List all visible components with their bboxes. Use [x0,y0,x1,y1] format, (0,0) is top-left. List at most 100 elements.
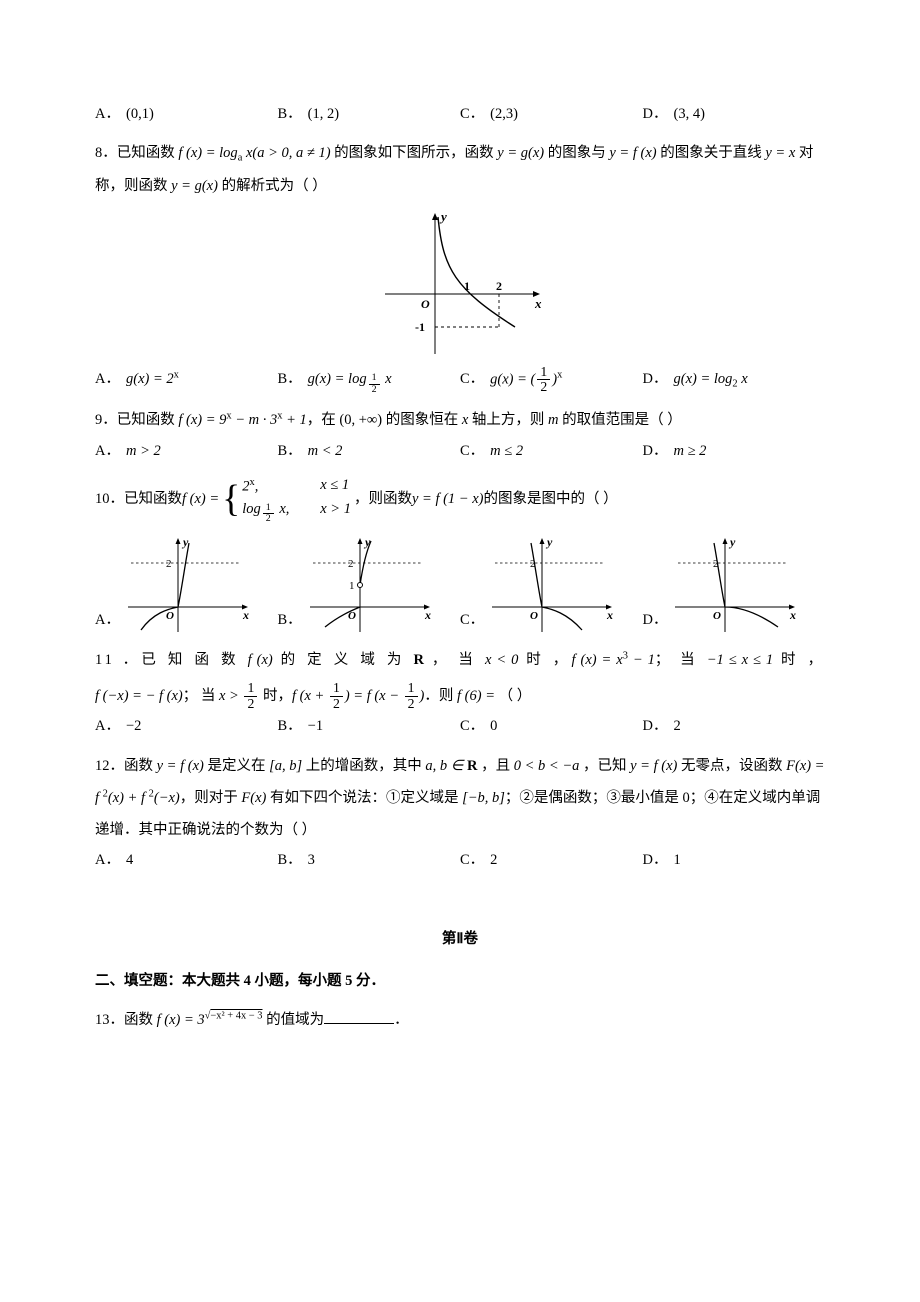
q10-r2fn: 1 [263,503,274,513]
q10-r2po: x, [276,501,290,517]
q10-num: 10． [95,484,124,516]
svg-text:O: O [530,610,538,622]
q12c: 2 [490,846,497,874]
svg-text:y: y [439,209,447,224]
q11-hn1: 1 [244,681,257,695]
q13-blank [324,1010,394,1025]
svg-text:1: 1 [464,279,470,293]
q13-pre: f (x) = 3 [157,1012,205,1028]
q11-l2a: f (−x) = − f (x) [95,688,183,704]
q8-t6: 的解析式为（ ） [218,178,327,194]
svg-text:2: 2 [496,279,502,293]
q9-option-a: A．m > 2 [95,437,278,465]
q12-Fxt: (−x) [154,790,180,806]
svg-text:x: x [606,608,613,622]
q10-piecewise: { 2x,x ≤ 1 log12 x,x > 1 [222,475,351,525]
q8a-sup: x [174,369,179,380]
q12-stem: 12．函数 y = f (x) 是定义在 [a, b] 上的增函数，其中 a, … [95,751,825,847]
q12-t3: 上的增函数，其中 [302,758,425,774]
q8-option-b: B．g(x) = log12 x [278,365,461,395]
q11-t2: 的 定 义 域 为 [273,652,414,668]
q10-graphs: A．2Oxy B．2Oxy1 C．2Oxy D．2Oxy [95,535,825,635]
q12-R: R [467,758,477,774]
q11-option-c: C．0 [460,712,643,740]
q10-graph-d: D．2Oxy [643,535,826,635]
svg-text:x: x [424,608,431,622]
q10-stem: 10．已知函数 f (x) = { 2x,x ≤ 1 log12 x,x > 1… [95,475,825,525]
q11c: 0 [490,712,497,740]
q10-t3: 的图象是图中的（ ） [484,484,618,516]
q9c: m ≤ 2 [490,437,523,465]
q7-a-text: (0,1) [126,100,154,128]
q11-t5: ； 当 [655,652,707,668]
q12-cond: 0 < b < −a [514,758,580,774]
q9-stem: 9．已知函数 f (x) = 9x − m · 3x + 1，在 (0, +∞)… [95,405,825,437]
q11-hn3: 1 [405,681,418,695]
q9-t2: ，在 [307,412,340,428]
q8-graph-svg: O x y 1 2 -1 [375,209,545,359]
q13-t1: 函数 [124,1012,157,1028]
svg-text:x: x [789,608,796,622]
q11-t6: 时 ， [773,652,825,668]
q7-c-text: (2,3) [490,100,518,128]
q12-option-b: B．3 [278,846,461,874]
q8-fx-tail: x(a > 0, a ≠ 1) [242,145,330,161]
q12-t1: 函数 [124,758,157,774]
q9-m: m [548,412,558,428]
q11-em: ) = f (x − [345,688,403,704]
q11-e1b: − 1 [628,652,655,668]
q9-t1: 已知函数 [117,412,179,428]
q11-hd1: 2 [244,696,257,711]
q8-t4: 的图象关于直线 [657,145,766,161]
q8c-fn: 1 [537,365,550,379]
q8b-tail: x [382,371,392,387]
q10-fx: f (x) = [182,484,219,516]
section-2-title: 第Ⅱ卷 [95,925,825,953]
q11-t10: （ ） [495,688,531,704]
q9-num: 9． [95,412,117,428]
q11-t9: ．则 [424,688,457,704]
q11-num: 11 ． [95,652,141,668]
q8-t2: 的图象如下图所示，函数 [331,145,498,161]
q7-option-d: D．(3, 4) [643,100,826,128]
q12b: 3 [308,846,315,874]
q7-option-b: B．(1, 2) [278,100,461,128]
q8-yg: y = g(x) [497,145,544,161]
q12-Fx2: F(x) [241,790,266,806]
q12-abR: a, b ∈ [425,758,467,774]
q8-t3: 的图象与 [544,145,609,161]
svg-text:x: x [534,296,542,311]
svg-text:x: x [242,608,249,622]
q12-t8: 有如下四个说法：①定义域是 [266,790,462,806]
q8-yf: y = f (x) [609,145,656,161]
q7-option-a: A．(0,1) [95,100,278,128]
q10-r2b: x > 1 [320,499,351,525]
q11-ep: f (x + [292,688,328,704]
svg-text:y: y [728,535,736,549]
q9-t5: 的取值范围是（ ） [559,412,682,428]
q11d: 2 [673,712,680,740]
svg-text:O: O [166,610,174,622]
q11-t3: ， 当 [424,652,485,668]
q7-b-text: (1, 2) [308,100,339,128]
q10-r2p: log [242,501,261,517]
svg-text:2: 2 [166,558,172,570]
svg-text:-1: -1 [415,320,425,334]
q10-graph-c: C．2Oxy [460,535,643,635]
q10-t2: ，则函数 [354,484,412,516]
q8-option-d: D．g(x) = log2 x [643,365,826,395]
svg-text:1: 1 [349,580,355,592]
q8-yg2: y = g(x) [171,178,218,194]
q9-t3: 的图象恒在 [382,412,462,428]
q12-yfx2: y = f (x) [630,758,677,774]
q12-option-d: D．1 [643,846,826,874]
svg-text:y: y [545,535,553,549]
q9-option-b: B．m < 2 [278,437,461,465]
svg-text:y: y [363,535,371,549]
q13-stem: 13．函数 f (x) = 3√−x² + 4x − 3 的值域为． [95,1005,825,1037]
q11-fx: f (x) [248,652,273,668]
q12-bb: [−b, b] [462,790,505,806]
q12-Fxm: (x) + f [108,790,149,806]
q10-r1a: 2 [242,479,249,495]
q11-option-a: A．−2 [95,712,278,740]
